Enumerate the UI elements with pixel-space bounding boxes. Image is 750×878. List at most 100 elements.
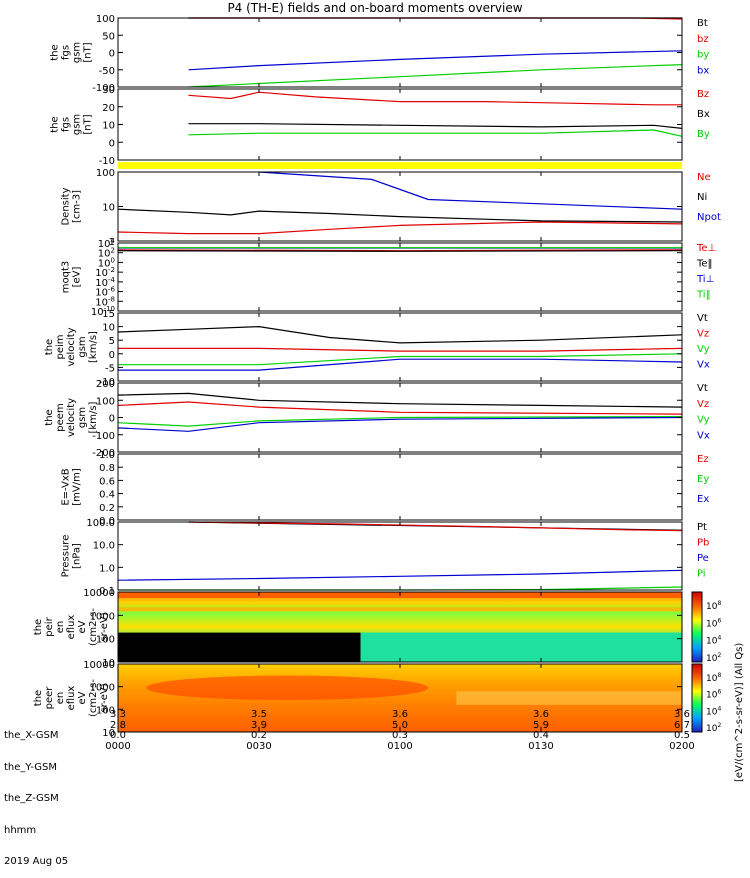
ytick-label: 100 xyxy=(96,705,115,716)
ytick-label: 10 xyxy=(102,658,115,669)
orbit-label-time: hhmm xyxy=(4,824,37,836)
panel-pressure: 100.0 10.0 1.0 0.1 Pressure [nPa] Pt Pb Pe Pi xyxy=(61,518,710,597)
orbit-column: 3.6 5.0 0.3 0100 xyxy=(378,709,422,752)
spectrogram-low-band xyxy=(360,632,682,662)
panel-fgs_gsm_zoom: 30 20 10 0 -10 the fgs gsm [nT] Bz Bx By xyxy=(50,85,710,167)
ytick-label: 102 xyxy=(98,247,115,260)
series-line-bx xyxy=(188,123,683,129)
ytick-label: -10 xyxy=(99,156,115,167)
ytick-label: 100 xyxy=(96,396,115,407)
ylabel-line: the xyxy=(50,116,61,132)
legend-bz: Bz xyxy=(697,89,709,100)
series-line-vz xyxy=(117,401,683,415)
ytick-label: 50 xyxy=(102,31,115,42)
panel-peer_spectrogram: 10000 1000 100 10 the peer en eflux eV (cm2-s-sr-… xyxy=(33,660,683,739)
ylabel: the fgs gsm [nT] xyxy=(50,42,94,63)
panel-peir_spectrogram: 10000 1000 100 10 the peir en eflux eV (cm2-s-sr-… xyxy=(33,588,683,669)
colorbar-label: [eV/(cm^2-s-sr-eV)] (All Qs) xyxy=(734,643,745,782)
ylabel-line: E=-VxB xyxy=(61,468,72,505)
ylabel-line: [nT] xyxy=(83,114,94,134)
ylabel: the peem velocity gsm [km/s] xyxy=(44,398,99,437)
ylabel: the peim velocity gsm [km/s] xyxy=(44,327,99,366)
series-line-bx xyxy=(188,50,683,71)
orbit-value-x: 3.6 xyxy=(674,709,690,720)
legend-vz: Vz xyxy=(697,399,709,410)
panel-frame xyxy=(117,312,683,382)
colorbar: 108 106 104 102 xyxy=(691,663,721,734)
spectrogram-low-count-region xyxy=(118,632,361,662)
colorbar-tick: 104 xyxy=(706,705,721,717)
ylabel-line: [eV] xyxy=(72,267,83,288)
legend-npot: Npot xyxy=(697,212,721,223)
ytick-label: 10 xyxy=(102,323,115,334)
ytick-label: 10-4 xyxy=(95,276,115,289)
ytick-label: 0.4 xyxy=(99,490,115,501)
ytick-label: 20 xyxy=(102,103,115,114)
panel-efield: 1.0 0.8 0.6 0.4 0.2 0.0 E=-VxB [mV/m] Ez Ey Ex xyxy=(61,450,710,527)
series-line-ni xyxy=(117,208,683,223)
orbit-column: 3.3 2.8 0.0 0000 xyxy=(96,709,140,752)
ylabel-line: fgs xyxy=(61,117,72,132)
legend-te‖: Te‖ xyxy=(696,259,713,270)
orbit-value-x: 3.6 xyxy=(533,709,549,720)
series-line-npot xyxy=(258,171,683,210)
ytick-label: 30 xyxy=(102,85,115,96)
ytick-label: 0 xyxy=(109,49,115,60)
series-line-by xyxy=(188,129,683,137)
ytick-label: 1.0 xyxy=(99,450,115,461)
ylabel-line: [nPa] xyxy=(72,543,83,569)
colorbar-tick: 102 xyxy=(706,652,721,664)
ylabel-line: Pressure xyxy=(61,535,72,578)
legend-vy: Vy xyxy=(697,415,710,426)
orbit-column: 3.6 5.9 0.4 0130 xyxy=(519,709,563,752)
series-line-by xyxy=(188,64,683,88)
colorbar: 108 106 104 102 xyxy=(691,591,721,664)
legend-ez: Ez xyxy=(697,454,709,465)
ytick-label: 0.1 xyxy=(99,586,115,597)
ytick-label: 10 xyxy=(102,728,115,739)
ytick-label: -200 xyxy=(92,448,115,459)
orbit-value-z: 0.0 xyxy=(110,730,126,741)
series-line-pb xyxy=(188,521,683,532)
ylabel: the peer en eflux eV (cm2-s-sr-eV) xyxy=(33,679,110,717)
legend-vt: Vt xyxy=(697,313,708,324)
ytick-label: 100 xyxy=(96,168,115,179)
ylabel-line: moqt3 xyxy=(61,261,72,294)
colorbar-gradient xyxy=(691,591,703,663)
orbit-value-t: 0200 xyxy=(669,740,695,752)
series-line-ne xyxy=(117,221,683,235)
ylabel-line: eV xyxy=(77,620,88,633)
ytick-label: 0.2 xyxy=(99,503,115,514)
ylabel-line: eflux xyxy=(66,615,77,640)
spectrogram-mid-band xyxy=(118,607,682,612)
colorbar-tick: 104 xyxy=(706,635,721,647)
ylabel: moqt3 [eV] xyxy=(61,261,83,294)
ytick-label: 1.0 xyxy=(99,563,115,574)
legend-bx: Bx xyxy=(697,109,710,120)
legend-pi: Pi xyxy=(697,569,706,580)
legend-ex: Ex xyxy=(697,494,709,505)
ylabel-line: peim xyxy=(55,334,66,359)
orbit-value-z: 0.2 xyxy=(251,730,267,741)
spectrogram-peak xyxy=(146,675,429,701)
ylabel-line: gsm xyxy=(77,336,88,357)
ylabel-line: velocity xyxy=(66,327,77,366)
spectrogram-band xyxy=(456,691,682,705)
ytick-label: 10 xyxy=(102,121,115,132)
panel-frame xyxy=(117,453,683,521)
ylabel-line: [mV/m] xyxy=(72,468,83,506)
ytick-label: 0 xyxy=(109,350,115,361)
orbit-label-z: the_Z-GSM xyxy=(4,793,59,804)
overview-root: { "title": "P4 (TH-E) fields and on-boar… xyxy=(4,1,745,867)
series-line-vt xyxy=(117,325,683,344)
orbit-column: 3.5 3.9 0.2 0030 xyxy=(237,709,281,752)
ylabel-line: fgs xyxy=(61,45,72,60)
ylabel-line: peer xyxy=(44,686,55,710)
series-line-vx xyxy=(118,358,683,371)
orbit-label-x: the_X-GSM xyxy=(4,730,59,741)
legend-pt: Pt xyxy=(697,522,707,533)
panel-frame xyxy=(117,88,683,161)
ytick-label: 104 xyxy=(98,237,116,250)
ylabel-line: peem xyxy=(55,403,66,431)
